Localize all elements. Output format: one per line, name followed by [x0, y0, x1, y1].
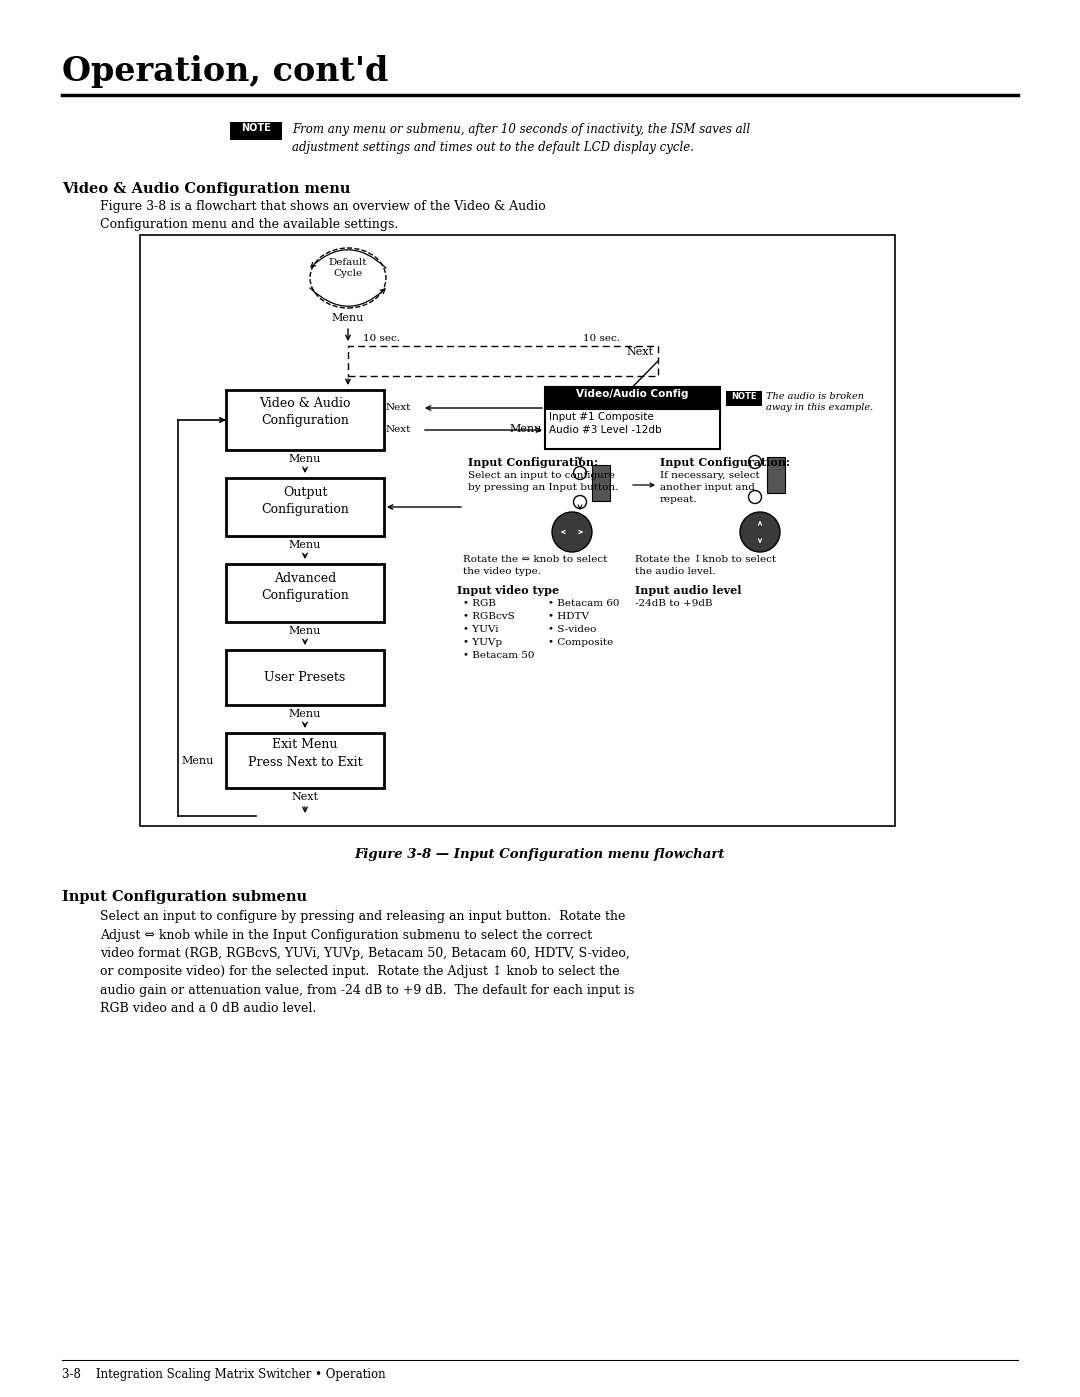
Text: • Betacam 50: • Betacam 50	[463, 651, 535, 659]
Bar	[230, 122, 282, 140]
Bar	[140, 235, 895, 826]
Text: Input video type: Input video type	[457, 585, 559, 597]
Text: NOTE: NOTE	[241, 123, 271, 133]
Text: Video & Audio Configuration menu: Video & Audio Configuration menu	[62, 182, 351, 196]
Text: • Betacam 60: • Betacam 60	[548, 599, 620, 608]
Text: Input Configuration submenu: Input Configuration submenu	[62, 890, 307, 904]
Text: Rotate the ↕knob to select
the audio level.: Rotate the ↕knob to select the audio lev…	[635, 555, 777, 576]
Bar	[545, 387, 720, 409]
Bar	[348, 346, 658, 376]
Bar	[226, 650, 384, 705]
Text: Next: Next	[386, 426, 411, 434]
Text: Next: Next	[386, 404, 411, 412]
Text: Video & Audio
Configuration: Video & Audio Configuration	[259, 397, 351, 427]
Text: Input Configuration:: Input Configuration:	[660, 457, 789, 468]
Circle shape	[740, 511, 780, 552]
Bar	[226, 733, 384, 788]
Text: Video/Audio Config: Video/Audio Config	[577, 388, 689, 400]
Text: • RGBcvS: • RGBcvS	[463, 612, 515, 622]
Text: Menu: Menu	[181, 756, 214, 766]
Bar	[226, 478, 384, 536]
Bar	[767, 457, 785, 493]
Text: User Presets: User Presets	[265, 671, 346, 685]
Text: Menu: Menu	[288, 626, 321, 636]
Text: Advanced
Configuration: Advanced Configuration	[261, 571, 349, 602]
Bar	[592, 465, 610, 502]
Bar	[226, 564, 384, 622]
Text: From any menu or submenu, after 10 seconds of inactivity, the ISM saves all
adju: From any menu or submenu, after 10 secon…	[292, 123, 751, 154]
Text: Input audio level: Input audio level	[635, 585, 742, 597]
Text: Menu: Menu	[288, 541, 321, 550]
Text: Rotate the ⇔ knob to select
the video type.: Rotate the ⇔ knob to select the video ty…	[463, 555, 607, 576]
Text: 10 sec.: 10 sec.	[583, 334, 620, 344]
Text: Figure 3-8 is a flowchart that shows an overview of the Video & Audio
Configurat: Figure 3-8 is a flowchart that shows an …	[100, 200, 545, 231]
Text: 10 sec.: 10 sec.	[363, 334, 400, 344]
Bar	[726, 391, 762, 407]
Text: Default
Cycle: Default Cycle	[328, 258, 367, 278]
Bar	[226, 390, 384, 450]
Text: NOTE: NOTE	[731, 393, 757, 401]
Text: Next: Next	[292, 792, 319, 802]
Text: Figure 3-8 — Input Configuration menu flowchart: Figure 3-8 — Input Configuration menu fl…	[354, 848, 726, 861]
Text: Operation, cont'd: Operation, cont'd	[62, 54, 389, 88]
Text: If necessary, select
another input and
repeat.: If necessary, select another input and r…	[660, 471, 759, 503]
Text: Menu: Menu	[288, 454, 321, 464]
Text: • RGB: • RGB	[463, 599, 496, 608]
Text: Next: Next	[626, 346, 653, 358]
Text: Output
Configuration: Output Configuration	[261, 486, 349, 515]
Text: Input Configuration:: Input Configuration:	[468, 457, 598, 468]
Text: Select an input to configure
by pressing an Input button.: Select an input to configure by pressing…	[468, 471, 619, 492]
Text: • Composite: • Composite	[548, 638, 613, 647]
Text: -24dB to +9dB: -24dB to +9dB	[635, 599, 713, 608]
Text: Menu: Menu	[510, 425, 542, 434]
Text: • S-video: • S-video	[548, 624, 596, 634]
Text: Menu: Menu	[288, 710, 321, 719]
Text: • YUVp: • YUVp	[463, 638, 502, 647]
Circle shape	[552, 511, 592, 552]
Text: The audio is broken
away in this example.: The audio is broken away in this example…	[766, 393, 874, 412]
Text: • HDTV: • HDTV	[548, 612, 589, 622]
Bar	[545, 409, 720, 448]
Text: Menu: Menu	[332, 313, 364, 323]
Text: Exit Menu
Press Next to Exit: Exit Menu Press Next to Exit	[247, 739, 362, 768]
Text: Select an input to configure by pressing and releasing an input button.  Rotate : Select an input to configure by pressing…	[100, 909, 634, 1016]
Text: 3-8    Integration Scaling Matrix Switcher • Operation: 3-8 Integration Scaling Matrix Switcher …	[62, 1368, 386, 1382]
Text: • YUVi: • YUVi	[463, 624, 499, 634]
Text: Input #1 Composite
Audio #3 Level -12db: Input #1 Composite Audio #3 Level -12db	[549, 412, 662, 436]
